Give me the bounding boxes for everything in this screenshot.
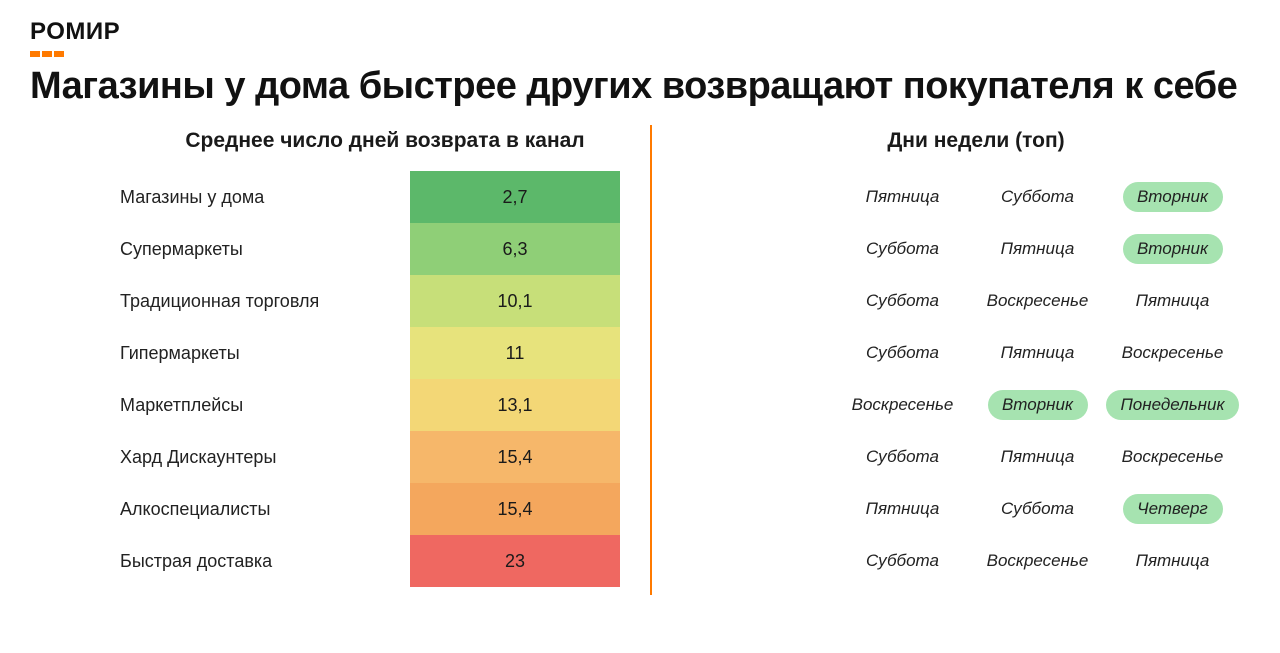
day-cell: Пятница bbox=[1105, 546, 1240, 576]
heat-row-label: Быстрая доставка bbox=[120, 551, 410, 572]
day-cell: Пятница bbox=[835, 182, 970, 212]
day-pill: Пятница bbox=[987, 234, 1089, 264]
page-root: РОМИР Магазины у дома быстрее других воз… bbox=[0, 0, 1280, 653]
heat-row-value: 23 bbox=[410, 535, 620, 587]
day-pill: Суббота bbox=[852, 234, 953, 264]
left-column: Среднее число дней возврата в канал Мага… bbox=[30, 129, 650, 595]
day-pill-highlight: Понедельник bbox=[1106, 390, 1238, 420]
day-pill: Суббота bbox=[852, 286, 953, 316]
brand-logo: РОМИР bbox=[30, 18, 120, 50]
day-cell: Суббота bbox=[835, 286, 970, 316]
heat-row-value: 6,3 bbox=[410, 223, 620, 275]
day-pill: Воскресенье bbox=[1108, 338, 1238, 368]
brand-logo-text: РОМИР bbox=[30, 18, 120, 46]
day-cell: Суббота bbox=[835, 546, 970, 576]
day-pill: Суббота bbox=[852, 442, 953, 472]
heat-row-value: 15,4 bbox=[410, 483, 620, 535]
heat-row-value: 2,7 bbox=[410, 171, 620, 223]
content-columns: Среднее число дней возврата в канал Мага… bbox=[30, 129, 1250, 595]
day-cell: Воскресенье bbox=[1105, 338, 1240, 368]
heat-row: Гипермаркеты11 bbox=[120, 327, 650, 379]
day-cell: Вторник bbox=[970, 390, 1105, 420]
day-cell: Суббота bbox=[970, 494, 1105, 524]
day-pill: Суббота bbox=[852, 338, 953, 368]
days-table: Пятница Суббота Вторник Суббота Пятница Вторн… bbox=[712, 171, 1240, 587]
day-cell: Суббота bbox=[835, 234, 970, 264]
day-cell: Вторник bbox=[1105, 182, 1240, 212]
day-pill: Пятница bbox=[1122, 286, 1224, 316]
heat-row-value: 11 bbox=[410, 327, 620, 379]
day-pill: Пятница bbox=[852, 494, 954, 524]
heat-row: Маркетплейсы13,1 bbox=[120, 379, 650, 431]
day-cell: Пятница bbox=[835, 494, 970, 524]
heat-row: Алкоспециалисты15,4 bbox=[120, 483, 650, 535]
day-cell: Понедельник bbox=[1105, 390, 1240, 420]
right-heading: Дни недели (топ) bbox=[712, 129, 1240, 153]
heat-row: Магазины у дома2,7 bbox=[120, 171, 650, 223]
day-cell: Воскресенье bbox=[970, 286, 1105, 316]
day-pill-highlight: Вторник bbox=[1123, 234, 1223, 264]
day-cell: Пятница bbox=[970, 442, 1105, 472]
day-pill: Воскресенье bbox=[973, 546, 1103, 576]
heat-row-label: Хард Дискаунтеры bbox=[120, 447, 410, 468]
day-cell: Пятница bbox=[1105, 286, 1240, 316]
days-row: Суббота Воскресенье Пятница bbox=[712, 535, 1240, 587]
day-pill: Суббота bbox=[987, 494, 1088, 524]
day-pill-highlight: Четверг bbox=[1123, 494, 1223, 524]
heat-row-label: Маркетплейсы bbox=[120, 395, 410, 416]
day-pill-highlight: Вторник bbox=[1123, 182, 1223, 212]
heat-row: Традиционная торговля10,1 bbox=[120, 275, 650, 327]
day-pill: Суббота bbox=[852, 546, 953, 576]
day-pill: Воскресенье bbox=[1108, 442, 1238, 472]
heat-row: Быстрая доставка23 bbox=[120, 535, 650, 587]
heat-table: Магазины у дома2,7Супермаркеты6,3Традици… bbox=[120, 171, 650, 587]
day-pill: Воскресенье bbox=[838, 390, 968, 420]
day-cell: Суббота bbox=[970, 182, 1105, 212]
days-row: Суббота Пятница Воскресенье bbox=[712, 431, 1240, 483]
day-pill: Пятница bbox=[987, 338, 1089, 368]
day-cell: Пятница bbox=[970, 338, 1105, 368]
day-pill: Суббота bbox=[987, 182, 1088, 212]
left-heading: Среднее число дней возврата в канал bbox=[120, 129, 650, 153]
heat-row-label: Традиционная торговля bbox=[120, 291, 410, 312]
day-cell: Суббота bbox=[835, 442, 970, 472]
days-row: Суббота Пятница Воскресенье bbox=[712, 327, 1240, 379]
day-pill: Пятница bbox=[1122, 546, 1224, 576]
page-title: Магазины у дома быстрее других возвращаю… bbox=[30, 66, 1250, 107]
day-cell: Вторник bbox=[1105, 234, 1240, 264]
heat-row-label: Алкоспециалисты bbox=[120, 499, 410, 520]
days-row: Воскресенье Вторник Понедельник bbox=[712, 379, 1240, 431]
day-pill: Пятница bbox=[987, 442, 1089, 472]
day-cell: Суббота bbox=[835, 338, 970, 368]
right-column: Дни недели (топ) ПятницаСубботаВторникСу… bbox=[652, 129, 1250, 595]
heat-row: Супермаркеты6,3 bbox=[120, 223, 650, 275]
heat-row-value: 15,4 bbox=[410, 431, 620, 483]
days-row: Пятница Суббота Четверг bbox=[712, 483, 1240, 535]
day-cell: Пятница bbox=[970, 234, 1105, 264]
day-cell: Воскресенье bbox=[835, 390, 970, 420]
days-row: Суббота Воскресенье Пятница bbox=[712, 275, 1240, 327]
day-cell: Четверг bbox=[1105, 494, 1240, 524]
day-pill: Воскресенье bbox=[973, 286, 1103, 316]
brand-logo-accent bbox=[30, 44, 70, 50]
heat-row-value: 13,1 bbox=[410, 379, 620, 431]
days-row: Пятница Суббота Вторник bbox=[712, 171, 1240, 223]
day-pill-highlight: Вторник bbox=[988, 390, 1088, 420]
heat-row: Хард Дискаунтеры15,4 bbox=[120, 431, 650, 483]
heat-row-label: Супермаркеты bbox=[120, 239, 410, 260]
day-cell: Воскресенье bbox=[1105, 442, 1240, 472]
day-cell: Воскресенье bbox=[970, 546, 1105, 576]
day-pill: Пятница bbox=[852, 182, 954, 212]
days-row: Суббота Пятница Вторник bbox=[712, 223, 1240, 275]
heat-row-label: Магазины у дома bbox=[120, 187, 410, 208]
heat-row-value: 10,1 bbox=[410, 275, 620, 327]
heat-row-label: Гипермаркеты bbox=[120, 343, 410, 364]
